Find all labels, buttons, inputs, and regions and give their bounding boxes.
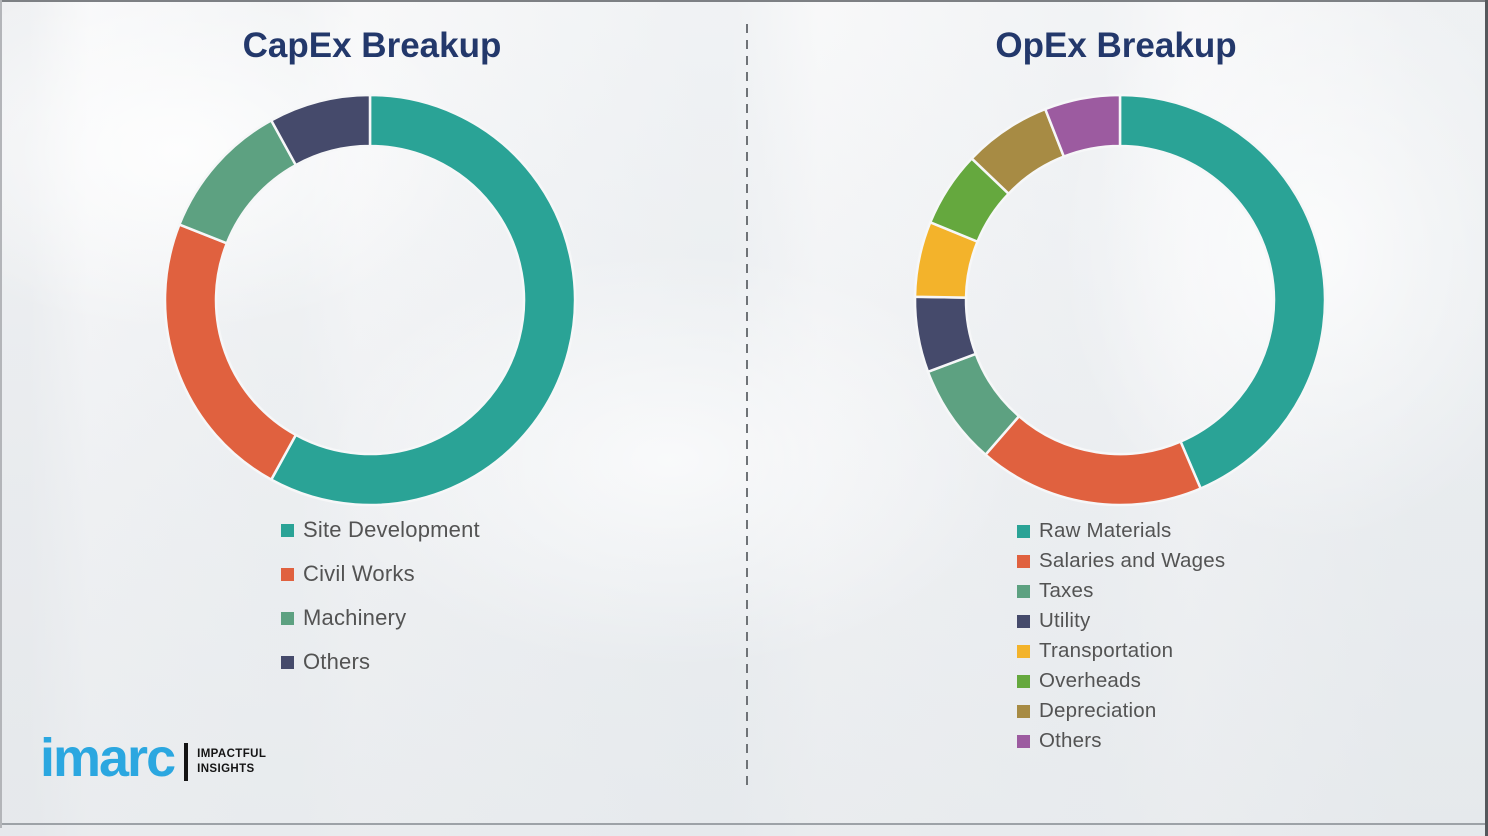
capex-legend: Site Development Civil Works Machinery Othe… <box>281 508 480 684</box>
opex-donut-chart <box>913 93 1327 507</box>
capex-title: CapEx Breakup <box>242 26 502 65</box>
legend-label: Salaries and Wages <box>1039 549 1226 572</box>
legend-swatch-icon <box>1017 734 1030 748</box>
legend-swatch-icon <box>1017 584 1030 598</box>
legend-item-raw-materials: Raw Materials <box>1017 516 1225 546</box>
donut-segment-raw-materials <box>1118 93 1327 491</box>
legend-item-overheads: Overheads <box>1017 666 1225 696</box>
legend-label: Civil Works <box>303 561 415 586</box>
donut-segment-machinery <box>177 118 298 245</box>
capex-donut-chart <box>163 93 577 507</box>
legend-item-taxes: Taxes <box>1017 576 1225 606</box>
logo-tagline-line1: IMPACTFUL <box>197 747 267 760</box>
logo-tagline-line2: INSIGHTS <box>197 762 255 775</box>
donut-segment-salaries-and-wages <box>983 414 1203 507</box>
legend-item-utility: Utility <box>1017 606 1225 636</box>
opex-title: OpEx Breakup <box>995 26 1237 65</box>
legend-label: Depreciation <box>1039 699 1157 722</box>
donut-segment-site-development <box>269 93 577 507</box>
legend-item-machinery: Machinery <box>281 596 480 640</box>
legend-label: Others <box>1039 729 1102 752</box>
frame-border-top <box>0 0 1488 2</box>
legend-label: Site Development <box>303 517 480 542</box>
legend-swatch-icon <box>281 611 294 625</box>
legend-swatch-icon <box>1017 614 1030 628</box>
donut-segment-others <box>1043 93 1122 159</box>
legend-swatch-icon <box>1017 674 1030 688</box>
legend-swatch-icon <box>281 655 294 669</box>
legend-item-depreciation: Depreciation <box>1017 696 1225 726</box>
vertical-dashed-divider <box>746 24 748 790</box>
donut-segment-others <box>269 93 372 167</box>
legend-item-site-development: Site Development <box>281 508 480 552</box>
imarc-logo: imarc IMPACTFUL INSIGHTS <box>40 728 266 788</box>
legend-item-civil-works: Civil Works <box>281 552 480 596</box>
legend-swatch-icon <box>1017 524 1030 538</box>
frame-border-right <box>1485 0 1488 836</box>
legend-label: Transportation <box>1039 639 1174 662</box>
opex-legend: Raw Materials Salaries and Wages Taxes Util… <box>1017 516 1225 756</box>
legend-swatch-icon <box>1017 644 1030 658</box>
imarc-logo-wordmark: imarc <box>40 728 176 788</box>
legend-swatch-icon <box>281 567 294 581</box>
legend-swatch-icon <box>1017 704 1030 718</box>
legend-item-others: Others <box>1017 726 1225 756</box>
bottom-divider-line <box>0 823 1488 825</box>
logo-tagline: IMPACTFUL INSIGHTS <box>197 747 266 777</box>
legend-label: Utility <box>1039 609 1091 632</box>
legend-label: Raw Materials <box>1039 519 1172 542</box>
frame-border-left <box>0 0 2 828</box>
logo-separator-bar <box>184 742 189 781</box>
legend-label: Others <box>303 649 371 674</box>
legend-label: Overheads <box>1039 669 1142 692</box>
legend-swatch-icon <box>1017 554 1030 568</box>
donut-segment-civil-works <box>163 222 298 482</box>
legend-label: Taxes <box>1039 579 1094 602</box>
legend-item-salaries-and-wages: Salaries and Wages <box>1017 546 1225 576</box>
legend-label: Machinery <box>303 605 407 630</box>
legend-swatch-icon <box>281 523 294 537</box>
legend-item-others: Others <box>281 640 480 684</box>
legend-item-transportation: Transportation <box>1017 636 1225 666</box>
